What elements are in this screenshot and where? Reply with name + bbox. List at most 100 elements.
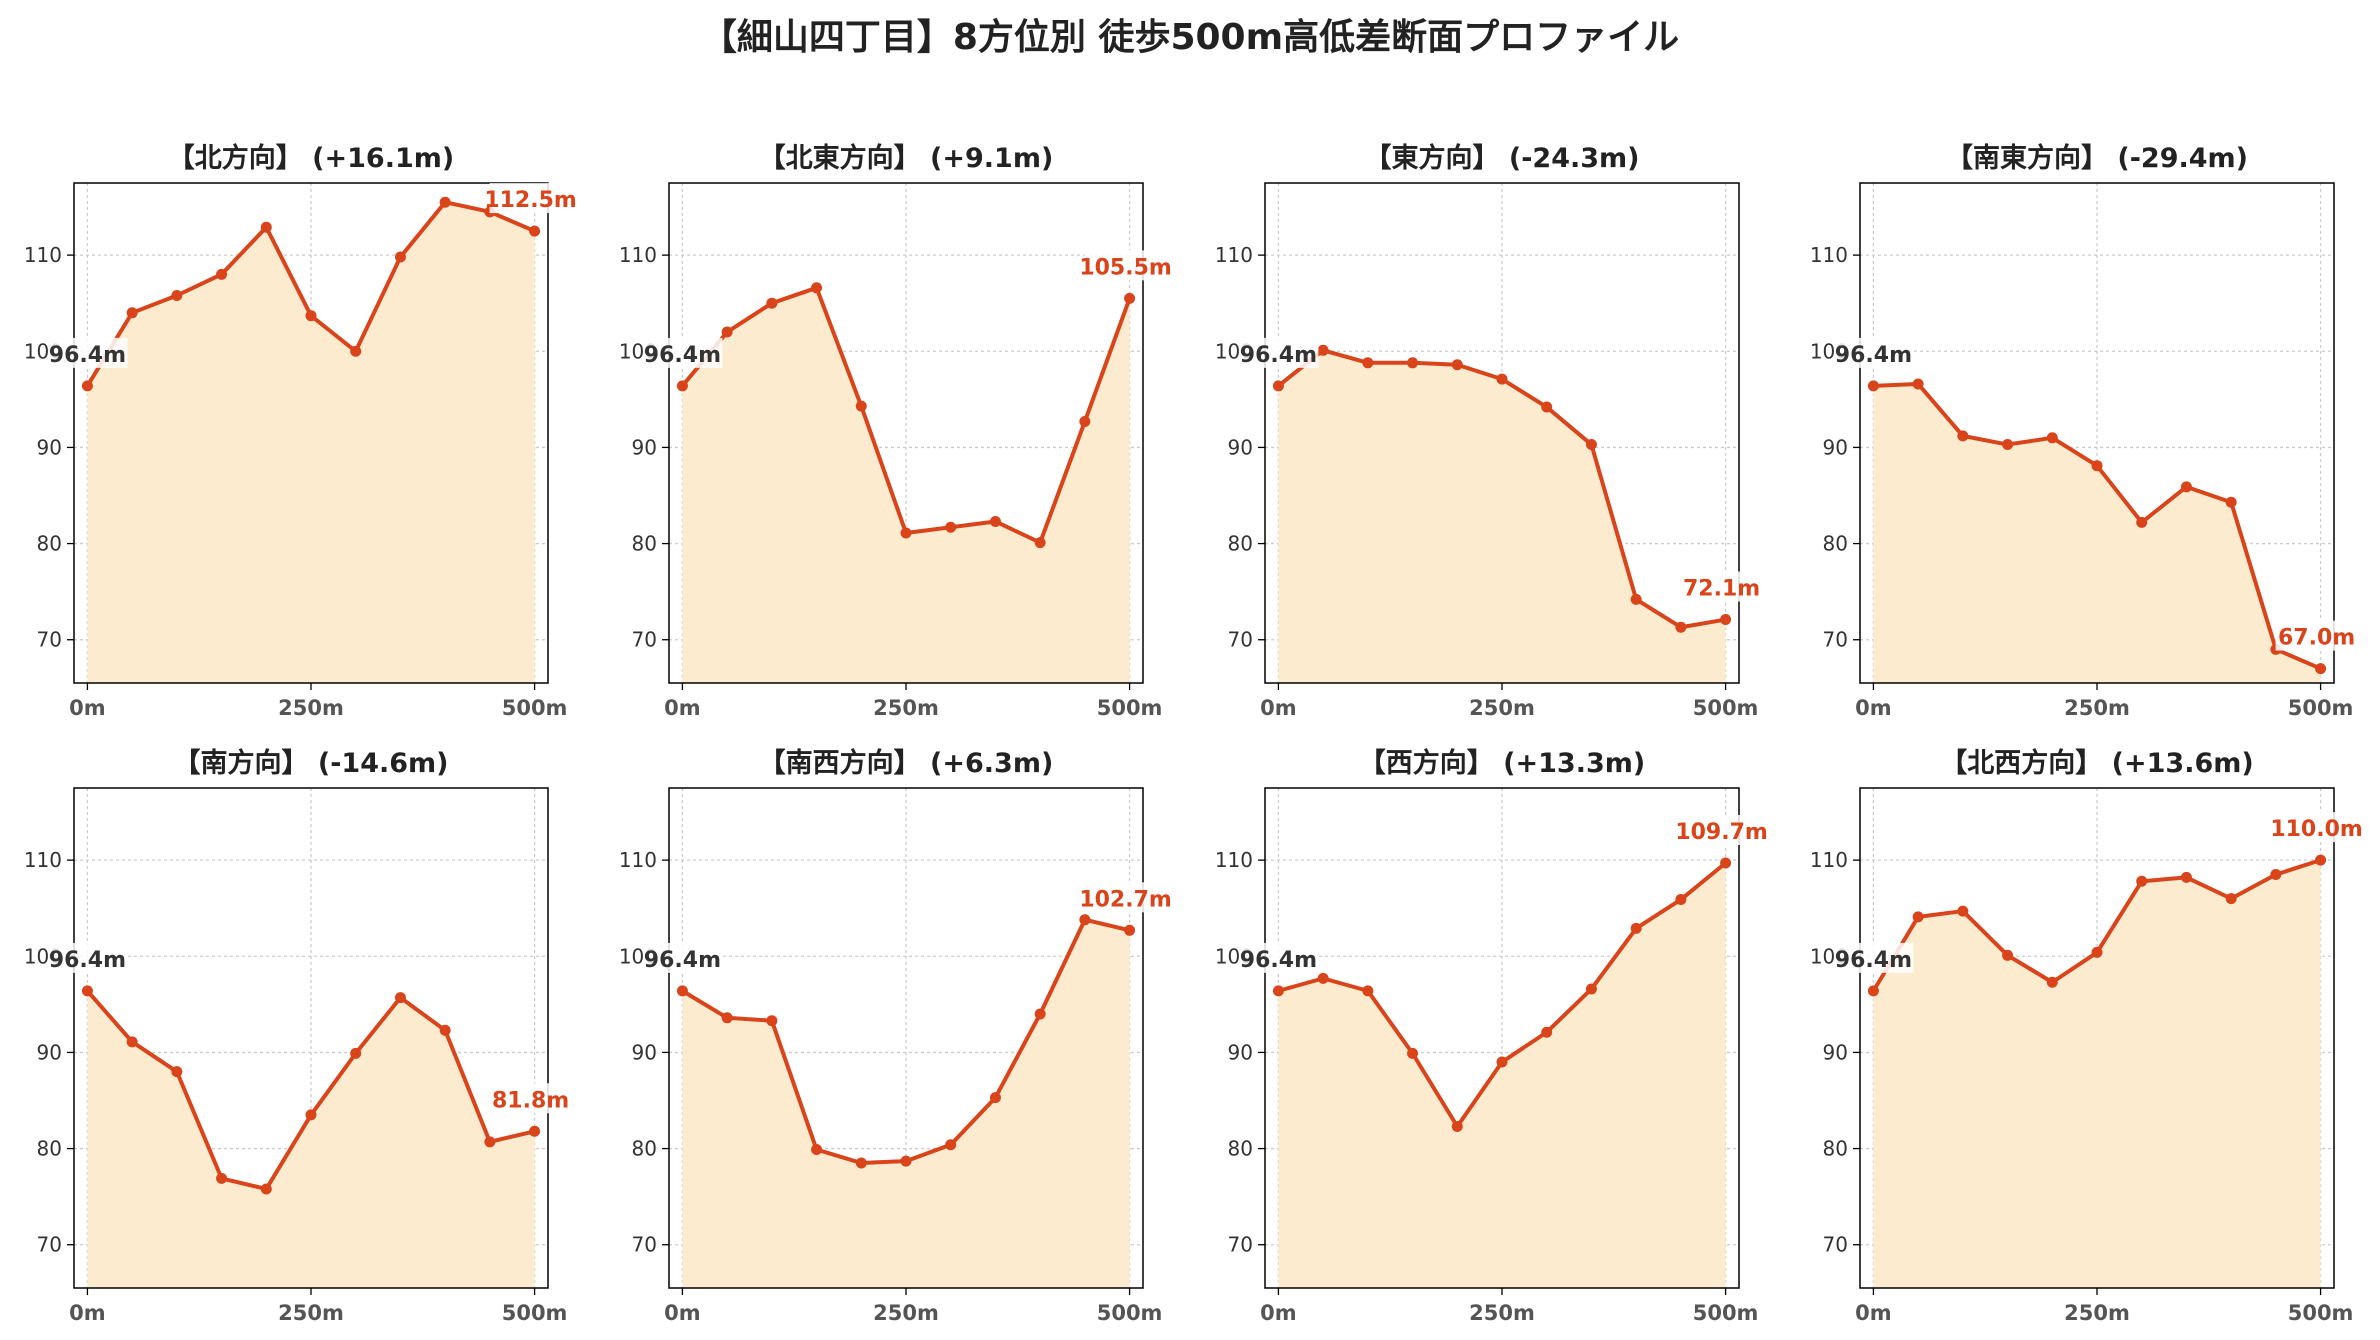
x-tick-label: 0m bbox=[69, 1301, 106, 1325]
y-tick-label: 70 bbox=[1823, 628, 1848, 652]
y-tick-label: 70 bbox=[632, 1233, 657, 1257]
data-point bbox=[81, 380, 93, 392]
data-point bbox=[945, 521, 957, 533]
data-point bbox=[1079, 415, 1091, 427]
data-point bbox=[989, 515, 1001, 527]
data-point bbox=[1720, 857, 1732, 869]
x-tick-label: 0m bbox=[1260, 1301, 1297, 1325]
y-tick-label: 80 bbox=[37, 1137, 62, 1161]
y-tick-label: 90 bbox=[37, 1040, 62, 1064]
data-point bbox=[1630, 922, 1642, 934]
data-point bbox=[439, 1024, 451, 1036]
x-tick-label: 250m bbox=[278, 696, 344, 720]
start-label: 96.4m bbox=[1240, 343, 1317, 368]
data-point bbox=[811, 282, 823, 294]
y-tick-label: 110 bbox=[619, 848, 657, 872]
area-fill bbox=[682, 287, 1130, 683]
x-tick-label: 500m bbox=[1693, 1301, 1759, 1325]
data-point bbox=[1272, 985, 1284, 997]
x-tick-label: 500m bbox=[1097, 696, 1163, 720]
y-tick-label: 80 bbox=[1823, 532, 1848, 556]
end-label-bg bbox=[1680, 815, 1765, 845]
x-tick-label: 250m bbox=[2064, 696, 2130, 720]
x-tick-label: 500m bbox=[502, 1301, 568, 1325]
data-point bbox=[1451, 1120, 1463, 1132]
data-point bbox=[1630, 593, 1642, 605]
area-fill bbox=[87, 202, 535, 683]
data-point bbox=[350, 1047, 362, 1059]
data-point bbox=[1912, 911, 1924, 923]
data-point bbox=[900, 527, 912, 539]
end-label: 102.7m bbox=[1079, 887, 1172, 912]
start-label: 96.4m bbox=[1240, 948, 1317, 973]
y-tick-label: 80 bbox=[1228, 532, 1253, 556]
y-tick-label: 90 bbox=[632, 1040, 657, 1064]
start-label-bg bbox=[49, 337, 128, 368]
y-tick-label: 70 bbox=[632, 628, 657, 652]
area-fill bbox=[1873, 860, 2321, 1288]
data-point bbox=[811, 1144, 823, 1156]
data-point bbox=[1272, 380, 1284, 392]
data-point bbox=[260, 221, 272, 233]
chart-title: 【南東方向】 (-29.4m) bbox=[1946, 142, 2248, 174]
data-point bbox=[350, 345, 362, 357]
data-point bbox=[2180, 871, 2192, 883]
data-point bbox=[529, 1125, 541, 1137]
data-point bbox=[2136, 516, 2148, 528]
data-point bbox=[2315, 663, 2327, 675]
data-point bbox=[2225, 893, 2237, 905]
data-point bbox=[1912, 378, 1924, 390]
data-point bbox=[1496, 1056, 1508, 1068]
y-tick-label: 80 bbox=[632, 532, 657, 556]
data-point bbox=[2002, 949, 2014, 961]
end-label: 109.7m bbox=[1675, 820, 1768, 845]
data-point bbox=[676, 380, 688, 392]
y-tick-label: 90 bbox=[1823, 435, 1848, 459]
y-tick-label: 110 bbox=[24, 243, 62, 267]
x-tick-label: 500m bbox=[502, 696, 568, 720]
end-label-bg bbox=[489, 183, 574, 214]
data-point bbox=[2136, 875, 2148, 887]
data-point bbox=[216, 1172, 228, 1184]
y-tick-label: 110 bbox=[1810, 243, 1848, 267]
chart-title: 【東方向】 (-24.3m) bbox=[1364, 142, 1639, 174]
x-tick-label: 250m bbox=[1469, 696, 1535, 720]
start-label-bg bbox=[1835, 942, 1914, 973]
data-point bbox=[1867, 985, 1879, 997]
end-label-bg bbox=[1084, 250, 1169, 281]
data-point bbox=[989, 1092, 1001, 1104]
end-label-bg bbox=[489, 1083, 574, 1114]
data-point bbox=[900, 1155, 912, 1167]
start-label: 96.4m bbox=[644, 948, 721, 973]
chart-title: 【北東方向】 (+9.1m) bbox=[759, 142, 1054, 174]
y-tick-label: 90 bbox=[37, 435, 62, 459]
x-tick-label: 0m bbox=[664, 696, 701, 720]
y-tick-label: 70 bbox=[1823, 1233, 1848, 1257]
data-point bbox=[171, 1066, 183, 1078]
x-tick-label: 250m bbox=[2064, 1301, 2130, 1325]
end-label: 72.1m bbox=[1683, 577, 1760, 602]
data-point bbox=[1124, 924, 1136, 936]
data-point bbox=[1675, 894, 1687, 906]
data-point bbox=[1585, 439, 1597, 451]
data-point bbox=[1034, 1008, 1046, 1020]
data-point bbox=[1407, 357, 1419, 369]
data-point bbox=[2002, 439, 2014, 451]
area-fill bbox=[682, 919, 1130, 1288]
data-point bbox=[766, 1015, 778, 1027]
end-label-bg bbox=[1084, 882, 1169, 913]
data-point bbox=[2046, 432, 2058, 444]
y-tick-label: 70 bbox=[37, 1233, 62, 1257]
start-label: 96.4m bbox=[49, 343, 126, 368]
data-point bbox=[2315, 854, 2327, 866]
data-point bbox=[126, 1036, 138, 1048]
end-label-bg bbox=[2275, 812, 2360, 843]
start-label-bg bbox=[49, 942, 128, 973]
x-tick-label: 250m bbox=[278, 1301, 344, 1325]
